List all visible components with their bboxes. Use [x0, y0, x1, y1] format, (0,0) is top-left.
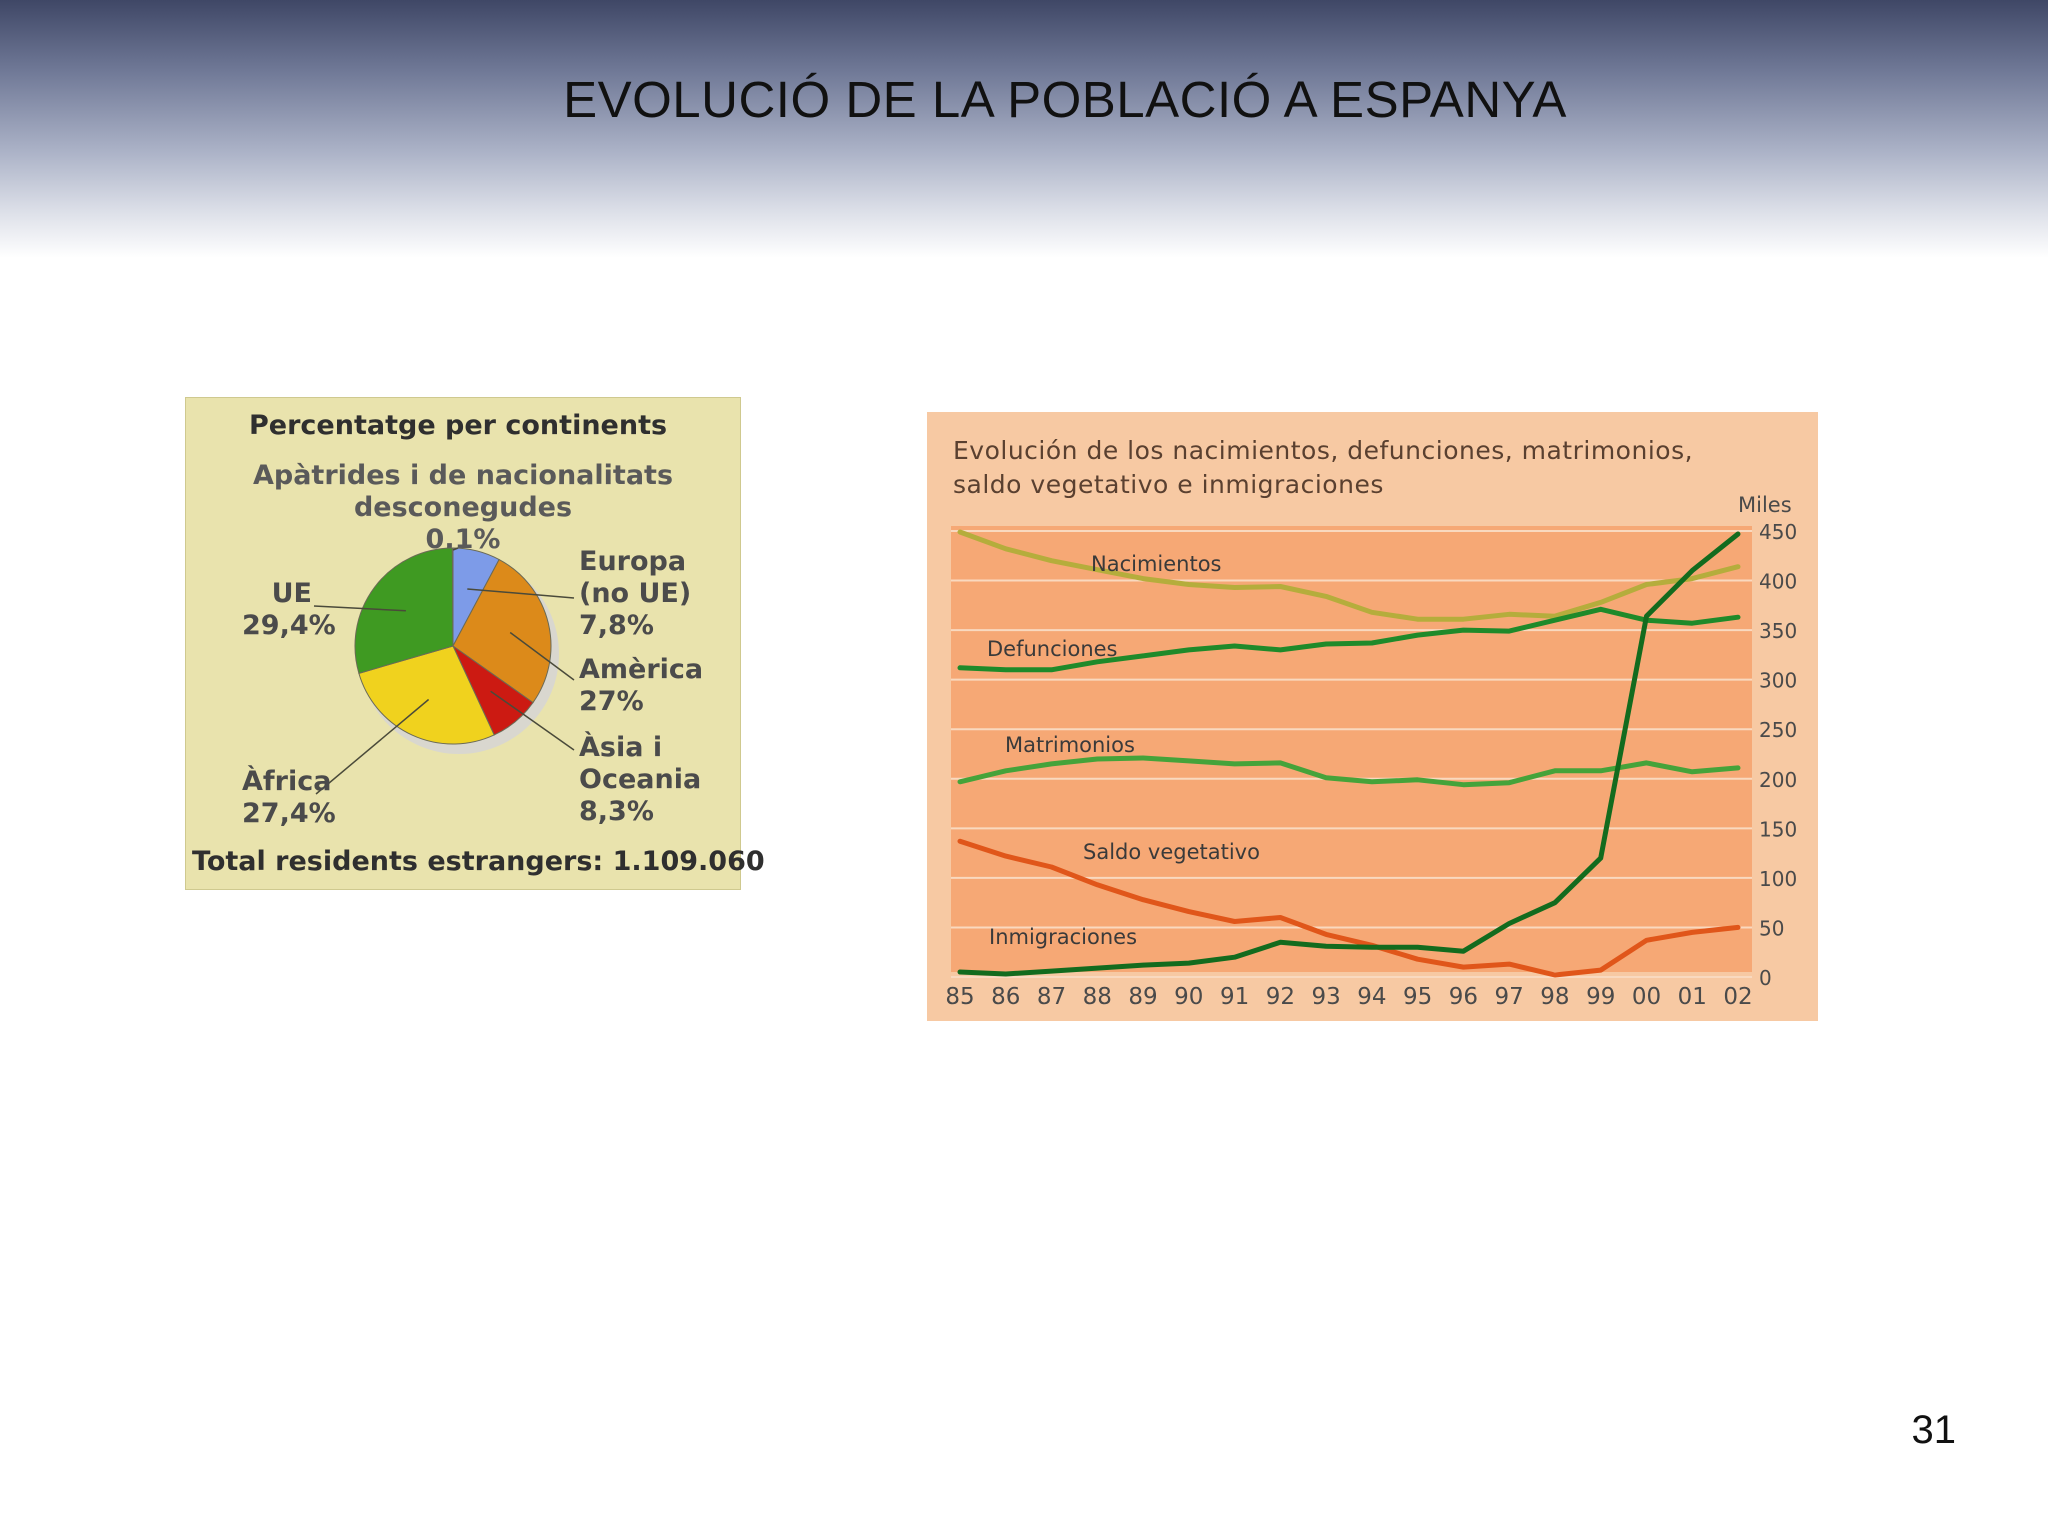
pie-slice	[358, 645, 495, 745]
y-tick-label: 200	[1759, 768, 1797, 792]
pie-label-europa: Europa (no UE) 7,8%	[579, 546, 691, 642]
y-tick-label: 250	[1759, 718, 1797, 742]
pie-subtitle-line: desconegudes	[353, 492, 573, 523]
pie-label-value: 27%	[579, 686, 644, 717]
y-tick-label: 400	[1759, 570, 1797, 594]
pie-label-line: Amèrica	[579, 654, 704, 685]
series-line	[957, 755, 1741, 788]
x-tick-label: 97	[1495, 984, 1524, 1010]
series-line	[957, 606, 1741, 673]
x-tick-label: 95	[1403, 984, 1432, 1010]
series-label: Nacimientos	[1091, 552, 1222, 576]
pie-subtitle-line: Apàtrides i de nacionalitats	[252, 460, 674, 491]
pie-leader-line	[490, 690, 575, 751]
line-chart-title: Evolución de los nacimientos, defuncione…	[953, 434, 1793, 502]
x-tick-label: 99	[1586, 984, 1615, 1010]
pie-label-line: UE	[271, 578, 312, 609]
pie-leader-line	[509, 631, 575, 681]
x-tick-label: 91	[1220, 984, 1249, 1010]
pie-leader-line	[315, 698, 430, 795]
y-tick-label: 150	[1759, 817, 1797, 841]
page-number: 31	[1911, 1408, 1957, 1452]
line-chart: 0 50 100 150 200 250 300 350 400 450 Miles 85 86 87 88…	[945, 493, 1797, 1010]
pie-chart	[313, 547, 575, 795]
y-tick-label: 300	[1759, 669, 1797, 693]
pie-label-africa: Àfrica 27,4%	[242, 766, 336, 830]
series-label: Inmigraciones	[989, 925, 1137, 949]
y-tick-label: 100	[1759, 867, 1797, 891]
series-label: Defunciones	[987, 637, 1118, 661]
pie-slice	[451, 547, 454, 647]
y-tick-label: 0	[1759, 966, 1772, 990]
pie-label-line: Àsia i	[579, 732, 663, 763]
series-line	[957, 529, 1741, 622]
y-tick-label: 350	[1759, 619, 1797, 643]
series-label: Saldo vegetativo	[1083, 840, 1260, 864]
pie-label-value: 8,3%	[579, 796, 654, 827]
y-tick-label: 50	[1759, 916, 1784, 940]
pie-label-line: (no UE)	[579, 578, 692, 609]
y-axis-label: Miles	[1738, 493, 1792, 517]
pie-label-value: 27,4%	[242, 798, 336, 829]
plot-area	[951, 526, 1752, 972]
line-chart-title-line: Evolución de los nacimientos, defuncione…	[953, 436, 1694, 465]
slide-header-band	[0, 0, 2048, 260]
x-tick-label: 90	[1174, 984, 1203, 1010]
series-line	[957, 838, 1741, 978]
x-tick-label: 92	[1266, 984, 1295, 1010]
pie-label-line: Oceania	[579, 764, 702, 795]
pie-chart-panel: Percentatge per continents Apàtrides i d…	[185, 397, 765, 890]
x-tick-label: 96	[1449, 984, 1478, 1010]
y-tick-label: 450	[1759, 520, 1797, 544]
pie-label-line: Europa	[579, 546, 687, 577]
pie-leader-line	[313, 605, 406, 612]
pie-label-america: Amèrica 27%	[579, 654, 703, 718]
pie-label-value: 29,4%	[242, 610, 336, 641]
line-chart-panel: Evolución de los nacimientos, defuncione…	[927, 412, 1818, 1021]
pie-label-line: Àfrica	[242, 766, 332, 797]
x-tick-label: 85	[945, 984, 974, 1010]
x-tick-label: 88	[1083, 984, 1112, 1010]
series-line	[957, 531, 1741, 977]
pie-slice	[452, 558, 552, 704]
x-tick-label: 87	[1037, 984, 1066, 1010]
slide-title: EVOLUCIÓ DE LA POBLACIÓ A ESPANYA	[563, 71, 1567, 128]
pie-chart-title: Percentatge per continents	[249, 410, 668, 441]
pie-label-value: 7,8%	[579, 610, 654, 641]
pie-footer-total: Total residents estrangers: 1.109.060	[192, 846, 765, 877]
pie-leader-line	[452, 547, 459, 551]
series-label: Matrimonios	[1005, 733, 1135, 757]
x-tick-label: 89	[1128, 984, 1157, 1010]
x-tick-label: 86	[991, 984, 1020, 1010]
x-tick-label: 98	[1540, 984, 1569, 1010]
pie-label-ue: UE 29,4%	[242, 578, 336, 642]
x-tick-label: 93	[1311, 984, 1340, 1010]
pie-leader-line	[467, 588, 575, 599]
pie-label-asia: Àsia i Oceania 8,3%	[579, 732, 701, 828]
pie-subtitle: Apàtrides i de nacionalitats desconegude…	[186, 460, 740, 556]
line-chart-title-line: saldo vegetativo e inmigraciones	[953, 470, 1384, 499]
x-tick-label: 02	[1723, 984, 1752, 1010]
x-tick-label: 00	[1632, 984, 1661, 1010]
x-tick-label: 94	[1357, 984, 1386, 1010]
x-tick-label: 01	[1678, 984, 1707, 1010]
